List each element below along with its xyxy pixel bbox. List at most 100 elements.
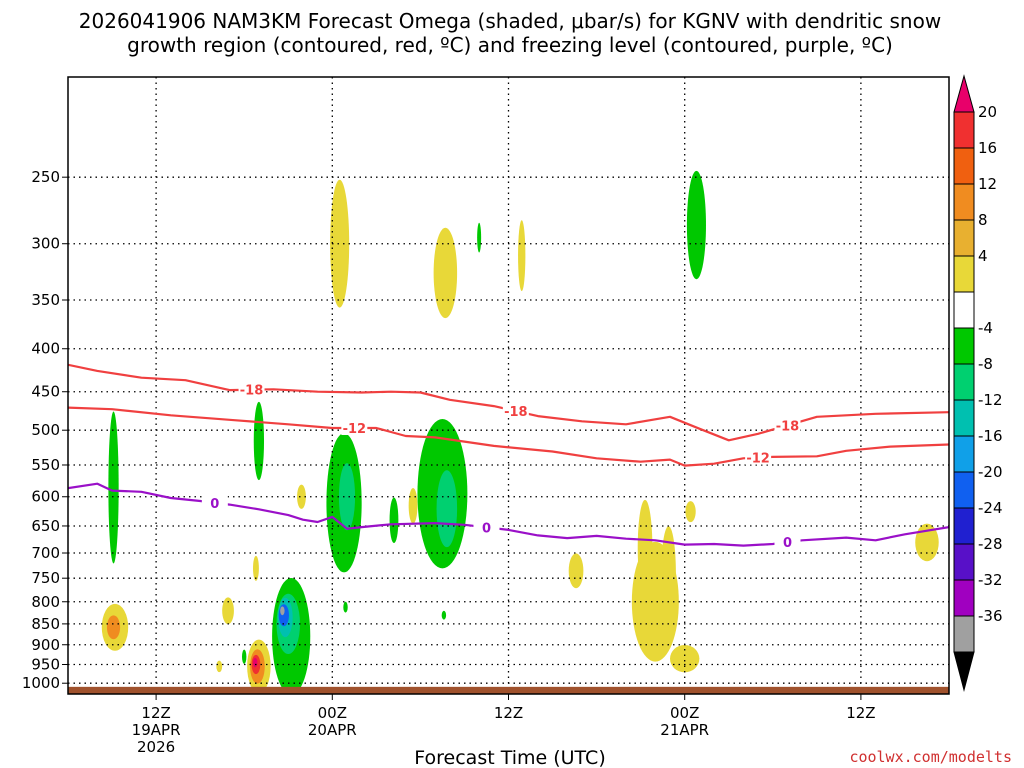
y-axis: 250 300 350 400 450 500 550 600 650 700 750 800 850 9… (22, 168, 68, 692)
colorbar-label: -16 (978, 427, 1003, 445)
contour-layer: -18 -18 -18 -12 -12 0 0 0 (68, 363, 949, 551)
colorbar-label: -8 (978, 355, 993, 373)
x-tick-label: 19APR (132, 721, 181, 739)
omega-cell-5 (108, 411, 119, 564)
y-tick-label: 650 (31, 517, 60, 535)
contour-label-bg (774, 534, 801, 550)
x-tick-label: 00Z (670, 704, 699, 722)
colorbar: 20 16 12 8 4 -4 -8 -12 -16 -20 -24 -28 -32 -36 (953, 74, 1003, 692)
y-tick-label: 550 (31, 456, 60, 474)
y-tick-label: 450 (31, 383, 60, 401)
y-tick-label: 800 (31, 593, 60, 611)
y-tick-label: 300 (31, 235, 60, 253)
omega-cell-4 (477, 222, 482, 253)
colorbar-box-2 (953, 183, 975, 221)
contour-label-bg (774, 417, 801, 433)
omega-cell-1 (433, 227, 458, 319)
chart-title-line1: 2026041906 NAM3KM Forecast Omega (shaded… (79, 9, 941, 33)
colorbar-label: -4 (978, 319, 993, 337)
y-tick-label: 900 (31, 636, 60, 654)
contour-label: -18 (776, 419, 800, 434)
colorbar-bottom-arrow (953, 651, 975, 692)
omega-cell-29 (408, 487, 418, 524)
omega-cell-34 (670, 645, 700, 673)
ground-layer (68, 686, 949, 694)
x-tick-label: 2026 (137, 738, 175, 756)
omega-shading-layer (101, 170, 939, 694)
x-tick-label: 12Z (846, 704, 875, 722)
colorbar-label: 20 (978, 103, 997, 121)
omega-cell-26 (222, 597, 234, 625)
omega-cell-11 (389, 497, 399, 544)
colorbar-label: 8 (978, 211, 988, 229)
y-tick-label: 700 (31, 544, 60, 562)
omega-cell-19 (441, 610, 447, 620)
contour-label: -12 (746, 452, 770, 467)
omega-cell-2 (518, 220, 526, 292)
y-tick-label: 600 (31, 488, 60, 506)
contour-label-bg (745, 449, 772, 465)
omega-cell-16 (280, 606, 285, 616)
omega-cell-3 (686, 170, 706, 280)
contour-label: -18 (240, 384, 264, 399)
x-axis-title: Forecast Time (UTC) (414, 747, 605, 768)
colorbar-box-6 (953, 327, 975, 365)
omega-cell-21 (106, 615, 121, 640)
contour-label-bg (502, 403, 529, 419)
colorbar-label: -24 (978, 499, 1003, 517)
y-tick-label: 1000 (22, 674, 60, 692)
omega-cell-10 (436, 470, 458, 548)
contour-label-bg (238, 381, 265, 397)
contour-line-0 (68, 363, 949, 442)
colorbar-box-3 (953, 219, 975, 257)
colorbar-label: 12 (978, 175, 997, 193)
colorbar-box-9 (953, 435, 975, 473)
omega-cell-37 (216, 660, 223, 673)
colorbar-top-arrow (953, 74, 975, 113)
colorbar-box-11 (953, 507, 975, 545)
omega-cell-32 (637, 499, 653, 596)
y-tick-label: 400 (31, 340, 60, 358)
omega-cell-6 (253, 401, 265, 481)
colorbar-label: 16 (978, 139, 997, 157)
omega-cell-17 (241, 649, 247, 664)
x-tick-label: 00Z (318, 704, 347, 722)
x-tick-label: 20APR (308, 721, 357, 739)
y-tick-label: 350 (31, 291, 60, 309)
colorbar-label: 4 (978, 247, 988, 265)
y-tick-label: 850 (31, 615, 60, 633)
omega-cell-25 (253, 657, 258, 668)
colorbar-label: -20 (978, 463, 1003, 481)
contour-label: 0 (783, 536, 792, 551)
y-tick-label: 250 (31, 168, 60, 186)
contour-label-bg (473, 519, 500, 535)
omega-cell-0 (330, 179, 350, 308)
contour-label: -18 (504, 405, 528, 420)
colorbar-box-12 (953, 543, 975, 581)
colorbar-label: -28 (978, 535, 1003, 553)
colorbar-box-4 (953, 255, 975, 293)
x-tick-label: 12Z (141, 704, 170, 722)
contour-label: 0 (210, 497, 219, 512)
ground-surface (68, 686, 949, 694)
contour-label-bg (201, 494, 228, 510)
grid-layer (68, 77, 949, 694)
credit-text: coolwx.com/modelts (849, 748, 1012, 766)
omega-cell-8 (338, 463, 356, 531)
x-tick-label: 12Z (494, 704, 523, 722)
colorbar-box-8 (953, 399, 975, 437)
contour-label: -12 (343, 422, 367, 437)
y-tick-label: 950 (31, 655, 60, 673)
colorbar-label: -36 (978, 607, 1003, 625)
omega-cell-36 (915, 523, 939, 562)
contour-label: 0 (482, 521, 491, 536)
colorbar-box-1 (953, 147, 975, 185)
contour-line-2 (68, 482, 949, 547)
colorbar-box-14 (953, 615, 975, 653)
colorbar-box-7 (953, 363, 975, 401)
colorbar-label: -32 (978, 571, 1003, 589)
contour-line-1 (68, 406, 949, 467)
omega-cell-28 (297, 484, 306, 509)
